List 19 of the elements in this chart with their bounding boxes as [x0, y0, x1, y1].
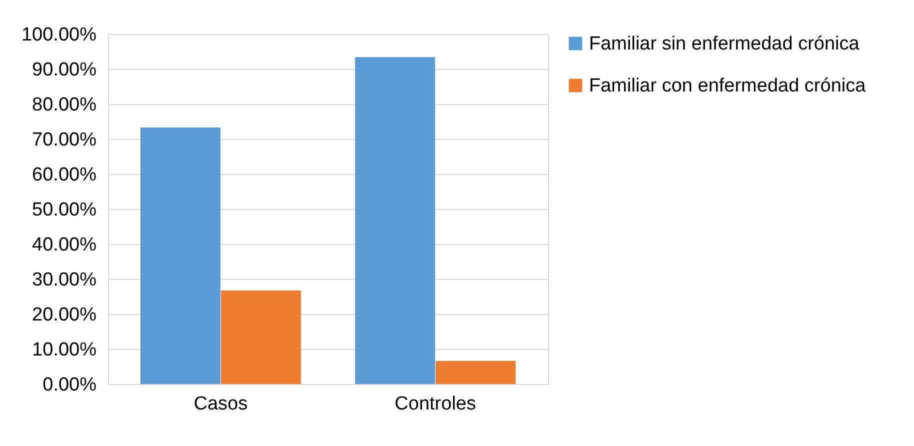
bar [140, 127, 220, 384]
bar [220, 290, 301, 384]
y-tick-label: 80.00% [32, 94, 97, 116]
bar [355, 57, 436, 384]
x-tick-label: Controles [394, 394, 476, 414]
bar [436, 360, 516, 384]
y-tick-label: 60.00% [32, 164, 97, 186]
x-tick-label: Casos [194, 394, 248, 414]
legend-label: Familiar con enfermedad crónica [589, 76, 866, 96]
y-tick-label: 40.00% [32, 234, 97, 256]
y-tick-label: 10.00% [32, 340, 97, 360]
y-tick-label: 70.00% [32, 130, 97, 150]
y-tick-label: 30.00% [32, 270, 97, 290]
y-tick-label: 0.00% [42, 374, 97, 396]
y-tick-label: 50.00% [32, 200, 97, 220]
y-tick-label: 20.00% [32, 304, 97, 326]
y-tick-label: 100.00% [21, 24, 97, 46]
legend-label: Familiar sin enfermedad crónica [589, 34, 860, 54]
y-tick-label: 90.00% [32, 60, 97, 80]
